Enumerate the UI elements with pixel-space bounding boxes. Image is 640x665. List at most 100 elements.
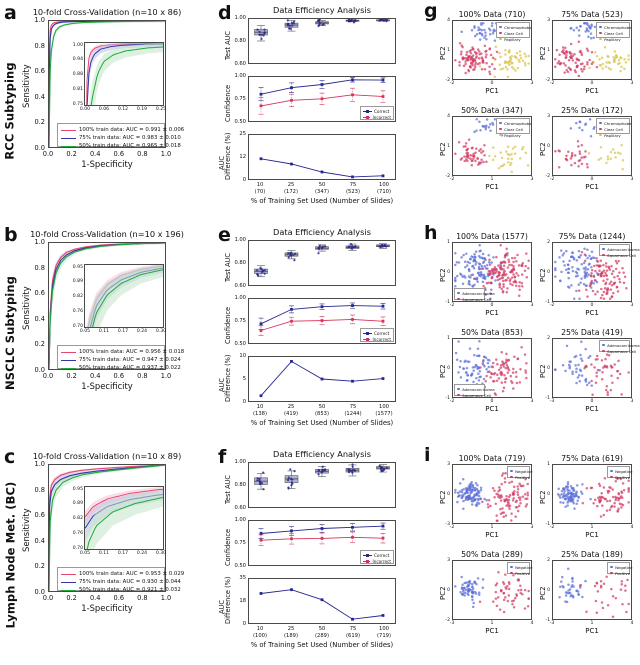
pca-xtick: 3 [530,303,534,308]
roc-inset-ytick: 0.94 [72,57,83,63]
roc-inset-xtick: 0.11 [98,550,110,556]
confidence-legend: Correct Incorrect [360,328,394,342]
legend-line-swatch [61,589,76,591]
legend-dot [499,121,502,125]
efficiency-xtick-count: (172) [284,189,298,195]
pca-legend-label: Positive [615,570,631,576]
pca-legend-label: Chromophobe [604,120,632,126]
panel-letter-e: e [218,224,231,246]
test-auc-subplot [248,240,396,286]
pca-xtick: 1 [590,621,594,626]
legend-line-swatch [61,573,76,575]
pca-legend-row: Negative [610,468,633,474]
pca-xtick: 3 [530,399,534,404]
pca-legend-label: Papillary [504,132,521,138]
pca-panel-title: 75% Data (619) [561,454,623,463]
pca-ytick: 3 [547,113,550,119]
pca-xaxis-label: PC1 [585,309,599,317]
efficiency-ytick: 0.60 [234,60,246,67]
roc-inset-ytick: 0.76 [72,308,83,314]
roc-inset-ytick: 0.89 [72,501,83,507]
pca-ytick: -1 [545,521,550,527]
legend-dot [499,133,502,137]
pca-scatter-plot [452,20,532,80]
pca-legend: Negative Positive [607,466,633,480]
auc-difference-subplot [248,134,396,180]
pca-ytick: -1 [445,395,450,401]
legend-dot [457,291,460,295]
roc-yaxis-label: Sensitivity [21,286,31,330]
roc-inset-ytick: 1.00 [72,42,83,48]
pca-xaxis-label: PC1 [585,627,599,635]
pca-xtick: -3 [549,621,555,626]
pca-legend: Chromophobe Clear Cell Papillary [596,22,632,42]
pca-xtick: -2 [449,303,455,308]
pca-legend-row: Negative [510,564,533,570]
roc-legend-label: 75% train data: AUC = 0.930 ± 0.044 [79,579,181,585]
efficiency-xtick-pct: 25 [287,182,295,188]
efficiency-xtick-pct: 50 [318,404,326,410]
pca-ytick: 2 [547,557,550,563]
pca-xaxis-label: PC1 [485,405,499,413]
efficiency-xtick-pct: 10 [256,182,264,188]
pca-legend-label: Negative [515,468,533,474]
efficiency-xtick-count: (70) [254,189,266,195]
efficiency-ytick: 0 [242,176,246,183]
efficiency-xtick-pct: 10 [256,404,264,410]
efficiency-xaxis-label: % of Training Set Used (Number of Slides… [250,641,394,649]
pca-legend-label: Clear Cell [504,30,523,36]
roc-xtick: 0.0 [42,150,54,158]
roc-inset-ytick: 0.75 [72,101,83,107]
confidence-legend-row: Incorrect [363,558,391,564]
roc-inset [84,264,164,328]
test-auc-subplot [248,18,396,64]
efficiency-xtick-count: (1244) [344,411,362,417]
pca-xtick: -2 [549,81,555,86]
pca-legend: Chromophobe Clear Cell Papillary [596,118,632,138]
legend-line-swatch [61,367,76,369]
efficiency-ytick: 1.00 [234,14,246,21]
pca-yaxis-label: PC2 [439,364,447,378]
legend-dot [510,475,513,479]
row-side-title-text: NSCLC Subtyping [3,275,17,390]
roc-xtick: 0.6 [113,150,125,158]
legend-dot [510,571,513,575]
figure-row-row-c: Lymph Node Met. (BC) 0.05 0.11 0.17 0.24 0.30… [0,444,640,665]
roc-legend-row: 50% train data: AUC = 0.921 ± 0.032 [61,586,181,594]
pca-xtick: -2 [549,303,555,308]
pca-xtick: 4 [630,621,634,626]
roc-ytick: 0.6 [34,511,46,520]
efficiency-xtick-count: (1577) [375,411,393,417]
legend-dot [499,127,502,131]
efficiency-ytick: 12 [239,153,246,160]
confidence-legend-label: Correct [374,330,390,336]
pca-xtick: 3 [630,81,634,86]
efficiency-ytick: 0.80 [234,481,246,488]
efficiency-xtick-pct: 100 [379,626,389,632]
efficiency-ytick: 0.60 [234,282,246,289]
roc-xtick: 0.8 [137,372,148,380]
roc-title: 10-fold Cross-Validation (n=10 x 89) [32,451,182,461]
roc-yaxis-label: Sensitivity [21,64,31,108]
roc-inset-xtick: 0.24 [136,328,148,334]
pca-panel-title: 75% Data (523) [561,10,623,19]
row-side-title: Lymph Node Met. (BC) [0,444,22,665]
roc-xtick: 0.6 [113,372,125,380]
pca-legend-row: Positive [510,474,530,480]
roc-xtick: 0.8 [137,594,148,602]
pca-legend-label: Adenocarcinoma [462,386,495,392]
legend-line-swatch [61,129,76,131]
pca-legend-row: Papillary [599,132,627,138]
legend-dot [610,565,613,569]
efficiency-xtick-pct: 75 [349,404,357,410]
roc-ytick: 0.2 [34,340,46,349]
legend-line-swatch [61,581,76,583]
confidence-legend-label: Correct [374,552,390,558]
efficiency-ytick: 0 [242,398,246,405]
pca-panel-title: 100% Data (710) [458,10,526,19]
legend-dot [602,253,605,257]
pca-legend: Negative Positive [507,466,533,480]
roc-inset-ytick: 0.82 [72,516,83,522]
pca-ytick: -2 [445,173,450,179]
roc-inset-xtick: 0.05 [79,328,91,334]
